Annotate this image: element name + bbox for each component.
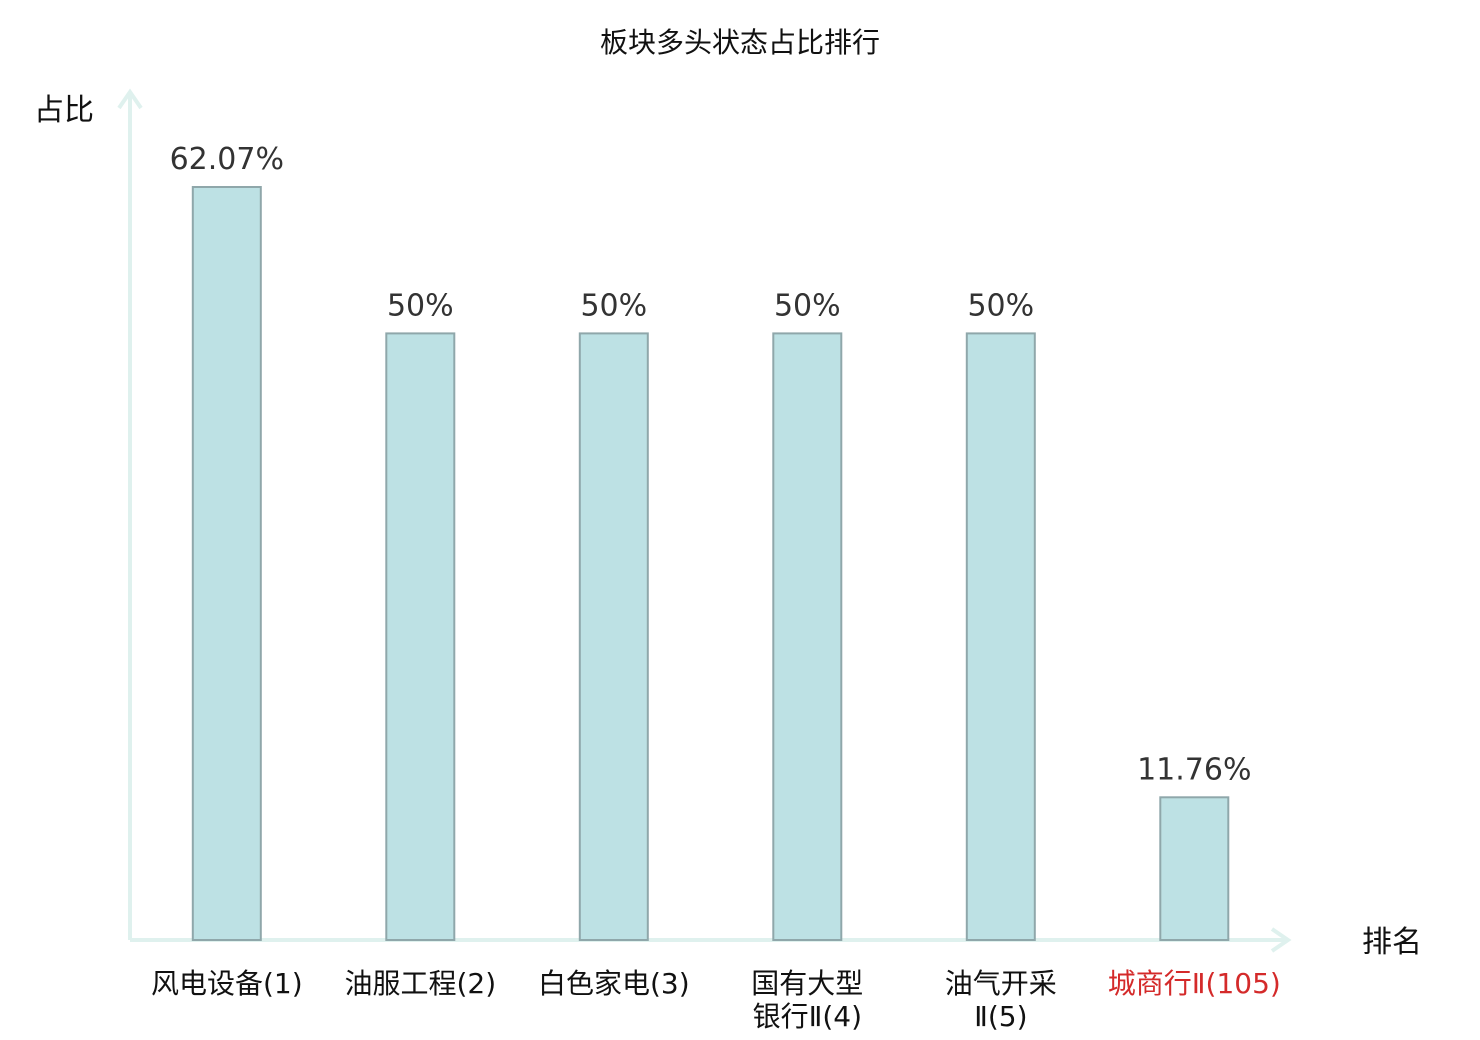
bar-4 bbox=[965, 332, 1036, 941]
value-label-0: 62.07% bbox=[170, 142, 284, 177]
category-label-5-0: 城商行Ⅱ(105) bbox=[1108, 967, 1281, 1000]
category-label-0-0: 风电设备(1) bbox=[151, 967, 303, 1000]
bar-2 bbox=[578, 332, 649, 941]
x-axis-label: 排名 bbox=[1362, 925, 1422, 960]
bar-5 bbox=[1159, 796, 1230, 941]
value-label-1: 50% bbox=[387, 288, 454, 323]
chart-title: 板块多头状态占比排行 bbox=[600, 26, 880, 59]
category-label-2-0: 白色家电(3) bbox=[538, 967, 690, 1000]
category-label-3-1: 银行Ⅱ(4) bbox=[753, 1000, 862, 1033]
x-axis-arrow bbox=[1270, 927, 1292, 953]
axes bbox=[117, 88, 1292, 953]
category-label-3-0: 国有大型 bbox=[751, 967, 863, 1000]
y-axis-arrow bbox=[117, 88, 143, 110]
y-axis-label: 占比 bbox=[34, 93, 94, 128]
bar-1 bbox=[385, 332, 456, 941]
value-label-2: 50% bbox=[580, 288, 647, 323]
bars-group bbox=[191, 186, 1230, 941]
category-label-1-0: 油服工程(2) bbox=[344, 967, 496, 1000]
value-label-4: 50% bbox=[967, 288, 1034, 323]
value-labels-group: 62.07% 50% 50% 50% 50% 11.76% bbox=[170, 142, 1252, 787]
category-label-4-0: 油气开采 bbox=[945, 967, 1057, 1000]
bar-3 bbox=[772, 332, 843, 941]
value-label-5: 11.76% bbox=[1137, 752, 1251, 787]
bar-0 bbox=[191, 186, 262, 941]
value-label-3: 50% bbox=[774, 288, 841, 323]
category-label-4-1: Ⅱ(5) bbox=[974, 1000, 1027, 1033]
